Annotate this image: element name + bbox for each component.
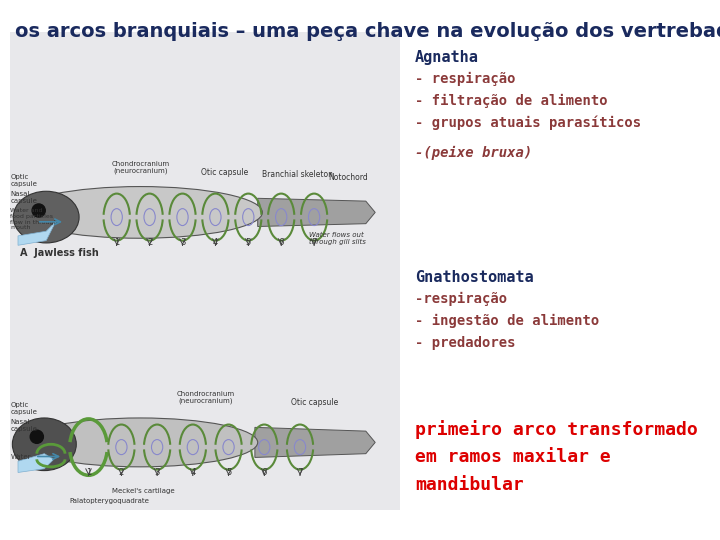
Text: - predadores: - predadores <box>415 336 516 350</box>
Polygon shape <box>18 222 55 245</box>
Text: os arcos branquiais – uma peça chave na evolução dos vertrebados: os arcos branquiais – uma peça chave na … <box>15 22 720 41</box>
Ellipse shape <box>23 418 258 467</box>
Text: Optic
capsule: Optic capsule <box>11 402 37 415</box>
Ellipse shape <box>12 418 76 470</box>
Text: Branchial skeleton: Branchial skeleton <box>262 170 333 179</box>
Ellipse shape <box>30 430 43 443</box>
Text: Nasal
capsule: Nasal capsule <box>11 419 37 432</box>
Text: mandibular: mandibular <box>415 476 523 494</box>
Ellipse shape <box>18 186 262 238</box>
Text: Notochord: Notochord <box>328 173 368 183</box>
Text: Chondrocranium
(neurocranium): Chondrocranium (neurocranium) <box>111 161 169 174</box>
Text: 7: 7 <box>312 238 317 247</box>
Text: Agnatha: Agnatha <box>415 50 479 65</box>
Text: A  Jawless fish: A Jawless fish <box>20 248 99 258</box>
Text: 7: 7 <box>297 468 302 477</box>
Text: Chondrocranium
(neurocranium): Chondrocranium (neurocranium) <box>177 391 235 404</box>
Text: Optic
capsule: Optic capsule <box>11 174 37 187</box>
Text: Otic capsule: Otic capsule <box>202 168 248 177</box>
Text: - respiração: - respiração <box>415 72 516 86</box>
Text: Palatopterygoquadrate: Palatopterygoquadrate <box>70 497 150 504</box>
Text: Gnathostomata: Gnathostomata <box>415 270 534 285</box>
Text: Meckel's cartilage: Meckel's cartilage <box>112 488 175 494</box>
Text: 1: 1 <box>114 238 120 247</box>
Text: Water flows out
through gill slits: Water flows out through gill slits <box>310 232 366 245</box>
Text: Otic capsule: Otic capsule <box>291 398 338 407</box>
Text: em ramos maxilar e: em ramos maxilar e <box>415 448 611 466</box>
Text: 2: 2 <box>119 468 124 477</box>
Ellipse shape <box>32 204 45 217</box>
Text: primeiro arco transformado: primeiro arco transformado <box>415 420 698 439</box>
Ellipse shape <box>13 191 79 243</box>
Text: 1: 1 <box>86 468 91 477</box>
Text: 5: 5 <box>246 238 251 247</box>
Text: - ingestão de alimento: - ingestão de alimento <box>415 314 599 328</box>
Text: 3: 3 <box>154 468 160 477</box>
Text: - grupos atuais parasíticos: - grupos atuais parasíticos <box>415 116 641 131</box>
Polygon shape <box>255 427 375 457</box>
Text: -respiração: -respiração <box>415 292 507 306</box>
Text: Nasal
capsule: Nasal capsule <box>11 191 37 204</box>
Text: -(peixe bruxa): -(peixe bruxa) <box>415 146 532 160</box>
Polygon shape <box>18 454 54 472</box>
Text: 2: 2 <box>147 238 152 247</box>
Text: 6: 6 <box>279 238 284 247</box>
Text: 5: 5 <box>226 468 231 477</box>
Text: Water and
food particles
flow in through
mouth: Water and food particles flow in through… <box>11 208 58 231</box>
Text: 4: 4 <box>213 238 218 247</box>
Polygon shape <box>258 198 375 226</box>
Text: 6: 6 <box>261 468 267 477</box>
Text: Water: Water <box>11 454 31 460</box>
Text: - filtração de alimento: - filtração de alimento <box>415 94 608 108</box>
Text: 4: 4 <box>190 468 195 477</box>
Bar <box>10 32 400 510</box>
Text: 3: 3 <box>180 238 185 247</box>
